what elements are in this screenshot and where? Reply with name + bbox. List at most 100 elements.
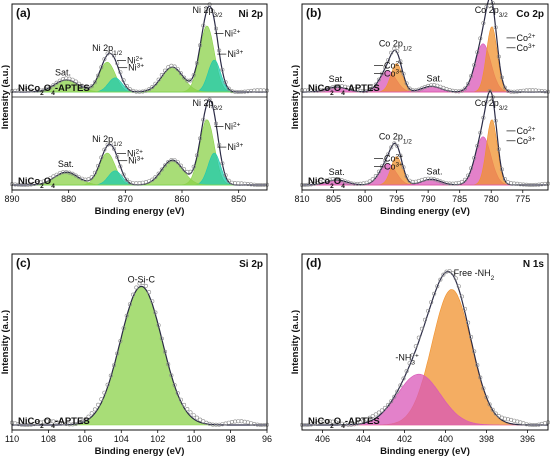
data-point xyxy=(475,50,480,55)
data-point xyxy=(475,143,480,148)
x-tick-label: 406 xyxy=(315,434,330,444)
data-point xyxy=(478,130,483,135)
panel-c: NiCo2O4-APTES O-Si-C 110 108 106 104 102 100 98 9… xyxy=(0,253,272,457)
data-point xyxy=(73,79,78,84)
data-point xyxy=(343,422,348,427)
data-point xyxy=(392,141,397,146)
data-point xyxy=(453,276,458,281)
data-point xyxy=(515,181,520,186)
data-point xyxy=(404,81,409,86)
data-point xyxy=(134,285,139,290)
data-point xyxy=(447,269,452,274)
data-point xyxy=(92,407,97,412)
data-point xyxy=(185,407,190,412)
data-point xyxy=(118,70,123,75)
data-point xyxy=(379,408,384,413)
data-point xyxy=(80,83,85,88)
data-point xyxy=(99,397,104,402)
data-point xyxy=(118,164,123,169)
peak-label: Co2+ xyxy=(384,60,403,71)
peak-label: Co3+ xyxy=(384,68,403,79)
data-point xyxy=(112,146,117,151)
data-point xyxy=(89,411,94,416)
data-point xyxy=(76,175,81,180)
data-point xyxy=(198,43,203,48)
data-point xyxy=(484,4,489,9)
data-point xyxy=(352,181,357,186)
data-point xyxy=(407,361,412,366)
x-tick-label: 402 xyxy=(397,434,412,444)
data-point xyxy=(499,167,504,172)
data-point xyxy=(105,382,110,387)
data-point xyxy=(466,320,471,325)
data-point xyxy=(118,338,123,343)
data-point xyxy=(175,160,180,165)
data-point xyxy=(435,284,440,289)
data-point xyxy=(478,36,483,41)
data-point xyxy=(76,81,81,86)
data-point xyxy=(153,310,158,315)
data-point xyxy=(57,78,62,83)
peak-label: Sat. xyxy=(426,74,442,84)
sample-label: NiCo2O4-APTES xyxy=(18,416,90,430)
data-point xyxy=(127,302,132,307)
data-point xyxy=(96,402,101,407)
data-point xyxy=(459,88,464,93)
data-point xyxy=(487,89,492,94)
peak-label: Ni 2p3/2 xyxy=(192,98,222,112)
data-point xyxy=(469,74,474,79)
data-point xyxy=(214,121,219,126)
data-point xyxy=(163,163,168,168)
data-point xyxy=(398,59,403,64)
data-point xyxy=(236,419,241,424)
data-point xyxy=(462,306,467,311)
data-point xyxy=(48,176,53,181)
data-point xyxy=(389,399,394,404)
data-point xyxy=(376,410,381,415)
data-point xyxy=(178,163,183,168)
peak-label: Co 2p3/2 xyxy=(475,5,508,19)
data-point xyxy=(172,383,177,388)
data-point xyxy=(527,183,532,188)
data-point xyxy=(367,179,372,184)
data-point xyxy=(315,88,320,93)
data-point xyxy=(389,50,394,55)
data-point xyxy=(108,50,113,55)
peak-label: Co3+ xyxy=(384,161,403,172)
data-point xyxy=(150,85,155,90)
data-point xyxy=(96,163,101,168)
data-point xyxy=(182,167,187,172)
data-point xyxy=(45,86,50,91)
data-point xyxy=(194,61,199,66)
x-tick-label: 98 xyxy=(226,434,236,444)
peak-label: Ni2+ xyxy=(127,55,143,66)
data-point xyxy=(48,85,53,90)
x-tick-label: 108 xyxy=(41,434,56,444)
data-point xyxy=(536,88,541,93)
sample-label: NiCo2O4-APTES xyxy=(308,83,380,97)
peak-label: Co3+ xyxy=(516,135,535,146)
x-tick-label: 96 xyxy=(262,434,272,444)
data-point xyxy=(370,86,375,91)
peak-label: Ni2+ xyxy=(225,121,241,132)
data-point xyxy=(401,165,406,170)
data-point xyxy=(361,418,366,423)
data-point xyxy=(469,166,474,171)
data-point xyxy=(370,177,375,182)
data-point xyxy=(223,173,228,178)
sample-label: NiCo2O4 xyxy=(18,176,55,190)
data-point xyxy=(156,323,161,328)
data-point xyxy=(426,308,431,313)
data-point xyxy=(156,171,161,176)
data-point xyxy=(456,284,461,289)
data-point xyxy=(527,88,532,93)
x-tick-label: 850 xyxy=(231,194,246,204)
data-point xyxy=(376,169,381,174)
peak-label: Co 2p1/2 xyxy=(379,38,412,52)
data-point xyxy=(429,83,434,88)
data-point xyxy=(143,88,148,93)
data-point xyxy=(226,178,231,183)
data-point xyxy=(201,419,206,424)
